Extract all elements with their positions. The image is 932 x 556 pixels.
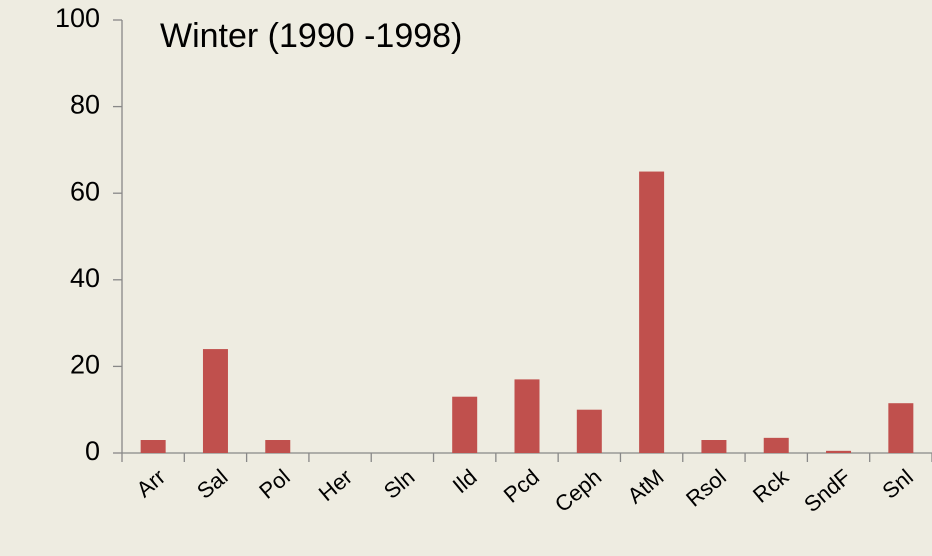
- bar: [514, 379, 540, 453]
- bar: [826, 450, 852, 453]
- chart-title: Winter (1990 -1998): [160, 17, 462, 55]
- y-tick-label: 20: [70, 350, 100, 380]
- bar: [202, 349, 228, 453]
- y-tick-label: 0: [85, 436, 100, 466]
- y-tick-label: 80: [70, 90, 100, 120]
- bar: [763, 437, 789, 453]
- y-tick-label: 100: [55, 3, 100, 33]
- bar: [576, 409, 602, 453]
- bar: [140, 440, 166, 453]
- bar: [452, 396, 478, 453]
- bar: [888, 403, 914, 453]
- bar: [701, 440, 727, 453]
- y-tick-label: 60: [70, 176, 100, 206]
- y-tick-label: 40: [70, 263, 100, 293]
- bar: [639, 171, 665, 454]
- bar: [265, 440, 291, 453]
